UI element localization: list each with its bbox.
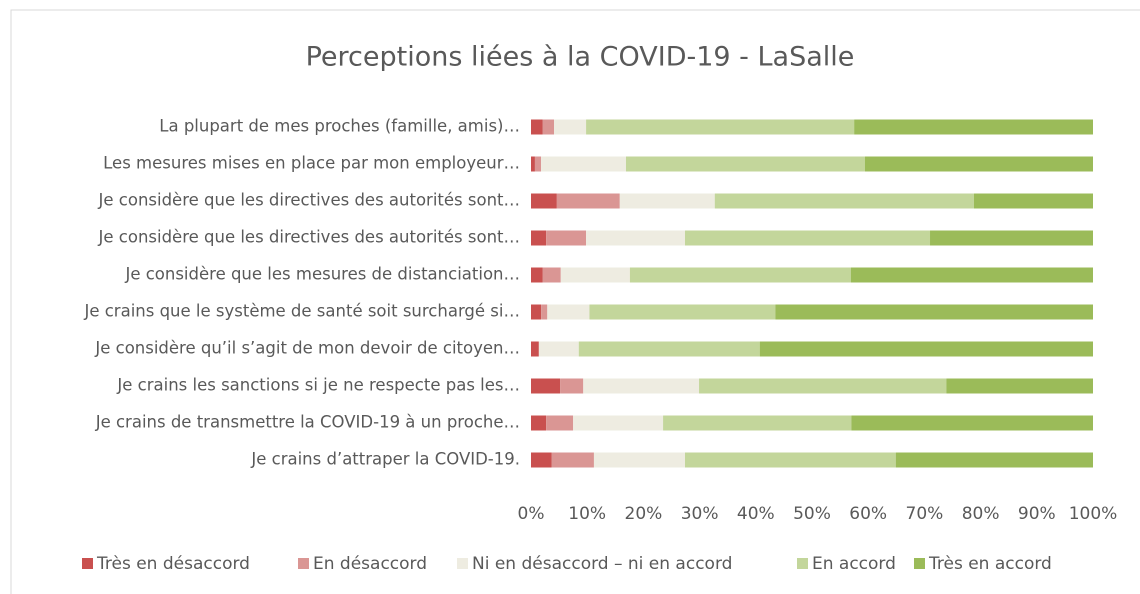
bar-segment — [531, 193, 557, 209]
category-label: Je considère que les directives des auto… — [98, 228, 520, 247]
chart-border — [10, 9, 1140, 594]
x-tick-label: 20% — [625, 504, 663, 524]
bar-segment — [714, 193, 974, 209]
legend-swatch — [298, 558, 309, 569]
bar-segment — [556, 193, 620, 209]
category-label: Les mesures mises en place par mon emplo… — [103, 154, 520, 173]
bar-segment — [589, 304, 776, 320]
category-label: Je crains les sanctions si je ne respect… — [116, 376, 520, 395]
bar-segment — [946, 378, 1093, 394]
category-label: Je considère que les mesures de distanci… — [124, 265, 520, 284]
bar-segment — [531, 267, 543, 283]
bar-segment — [854, 119, 1093, 135]
x-tick-label: 60% — [849, 504, 887, 524]
bar-segment — [560, 378, 584, 394]
bar-segment — [531, 378, 561, 394]
legend-label: Très en désaccord — [96, 554, 250, 574]
bar-segment — [542, 119, 555, 135]
bar-segment — [531, 341, 539, 357]
x-tick-label: 80% — [962, 504, 1000, 524]
legend-swatch — [914, 558, 925, 569]
bar-segment — [578, 341, 760, 357]
bar-segment — [531, 452, 552, 468]
bar-segment — [625, 156, 865, 172]
legend-swatch — [82, 558, 93, 569]
x-tick-label: 10% — [568, 504, 606, 524]
category-label: Je crains d’attraper la COVID-19. — [250, 450, 520, 469]
bar-segment — [551, 452, 594, 468]
bar-segment — [586, 119, 855, 135]
x-tick-label: 70% — [906, 504, 944, 524]
x-tick-label: 50% — [793, 504, 831, 524]
legend-swatch — [797, 558, 808, 569]
category-label: Je crains de transmettre la COVID-19 à u… — [95, 413, 520, 432]
bar-segment — [534, 156, 542, 172]
x-tick-label: 40% — [737, 504, 775, 524]
bar-segment — [573, 415, 664, 431]
legend-label: Ni en désaccord – ni en accord — [472, 554, 732, 574]
bar-segment — [560, 267, 630, 283]
bar-segment — [554, 119, 587, 135]
legend-label: En accord — [812, 554, 896, 574]
category-label: Je crains que le système de santé soit s… — [83, 302, 520, 321]
x-tick-label: 90% — [1018, 504, 1056, 524]
bar-segment — [531, 230, 547, 246]
legend-label: En désaccord — [313, 554, 427, 574]
bar-segment — [541, 304, 548, 320]
bar-segment — [619, 193, 715, 209]
bar-segment — [775, 304, 1093, 320]
legend-swatch — [457, 558, 468, 569]
legend-label: Très en accord — [928, 554, 1052, 574]
bar-segment — [531, 119, 543, 135]
bar-segment — [684, 230, 931, 246]
bar-segment — [851, 415, 1093, 431]
category-label: Je considère que les directives des auto… — [98, 191, 520, 210]
bar-segment — [759, 341, 1093, 357]
bar-segment — [546, 230, 587, 246]
bar-segment — [546, 415, 574, 431]
bar-segment — [542, 267, 561, 283]
bar-segment — [629, 267, 851, 283]
bar-segment — [699, 378, 947, 394]
bar-segment — [663, 415, 852, 431]
category-label: La plupart de mes proches (famille, amis… — [159, 117, 520, 136]
bar-segment — [895, 452, 1093, 468]
chart-title: Perceptions liées à la COVID-19 - LaSall… — [306, 42, 855, 73]
bar-segment — [930, 230, 1093, 246]
x-tick-label: 30% — [681, 504, 719, 524]
x-tick-label: 100% — [1069, 504, 1118, 524]
x-tick-label: 0% — [518, 504, 545, 524]
bar-segment — [583, 378, 700, 394]
category-label: Je considère qu’il s’agit de mon devoir … — [94, 339, 520, 358]
bar-segment — [531, 304, 542, 320]
bar-segment — [864, 156, 1093, 172]
bar-segment — [684, 452, 896, 468]
bar-segment — [586, 230, 685, 246]
bar-segment — [531, 156, 535, 172]
bar-segment — [541, 156, 626, 172]
bar-segment — [531, 415, 547, 431]
bar-segment — [850, 267, 1093, 283]
bar-segment — [547, 304, 590, 320]
bar-segment — [593, 452, 685, 468]
bar-segment — [538, 341, 579, 357]
bar-segment — [973, 193, 1093, 209]
